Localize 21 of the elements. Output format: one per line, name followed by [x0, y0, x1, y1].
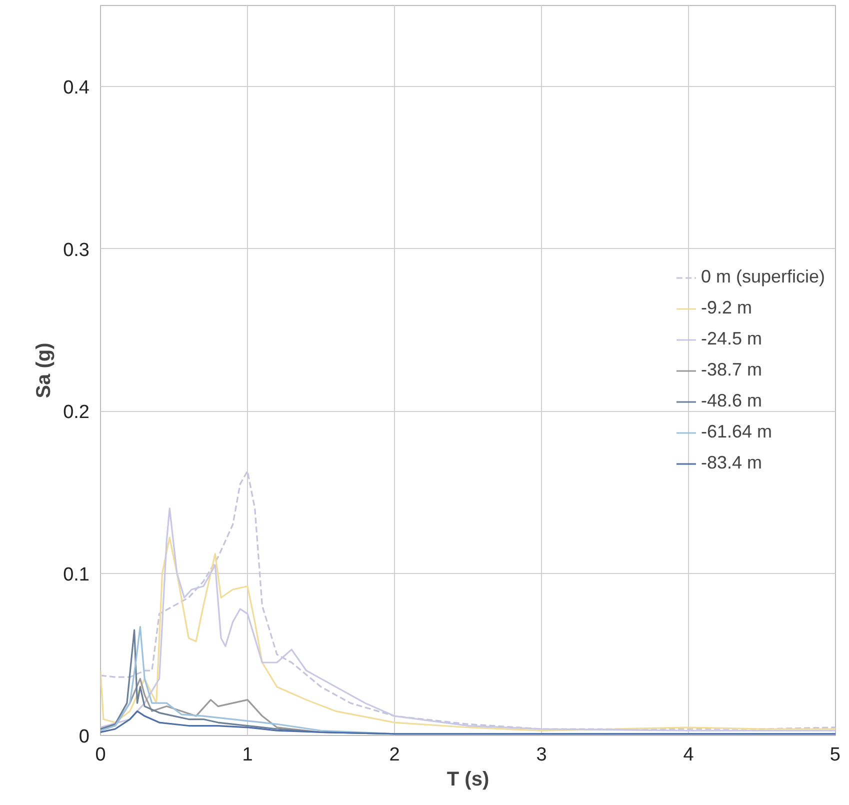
- x-tick-label: 1: [242, 744, 253, 766]
- legend-label: -83.4 m: [700, 452, 762, 474]
- legend-label: -24.5 m: [700, 328, 762, 350]
- legend-label: -9.2 m: [700, 298, 752, 318]
- legend-label: -61.64 m: [700, 422, 772, 442]
- x-tick-label: 5: [830, 744, 841, 766]
- legend-label: 0 m (superficie): [700, 266, 825, 288]
- legend-label: -48.6 m: [700, 390, 762, 412]
- y-tick-label: 0.4: [63, 78, 90, 99]
- legend-label: -38.7 m: [700, 360, 762, 380]
- x-tick-label: 2: [389, 744, 400, 766]
- x-tick-label: 4: [683, 744, 694, 766]
- y-tick-label: 0: [78, 726, 90, 748]
- y-axis-title: Sa (g): [33, 342, 56, 398]
- y-tick-label: 0.1: [63, 564, 90, 586]
- line-series: [100, 710, 836, 735]
- x-tick-label: 0: [95, 744, 106, 766]
- x-axis-title: T (s): [446, 768, 490, 790]
- y-tick-label: 0.3: [63, 240, 90, 261]
- y-tick-label: 0.2: [63, 402, 90, 424]
- x-tick-label: 3: [536, 744, 547, 766]
